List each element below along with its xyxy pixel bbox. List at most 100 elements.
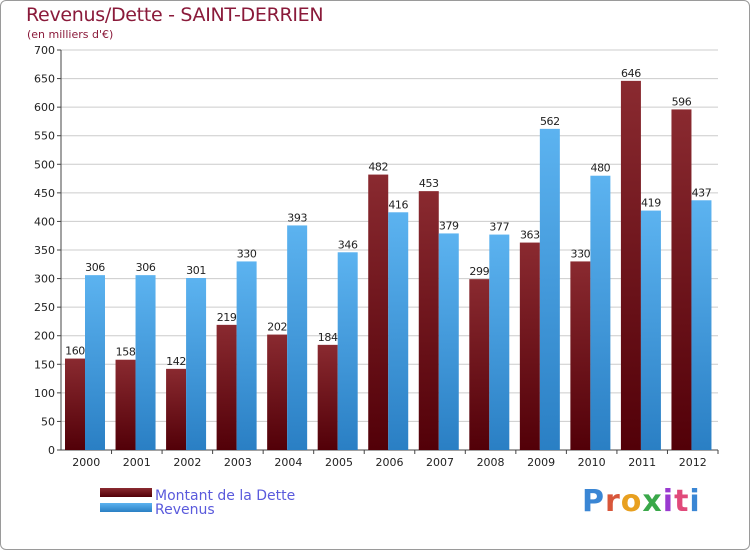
dette-value-label: 142: [166, 355, 186, 368]
revenus-value-label: 393: [287, 211, 307, 224]
x-tick-label: 2006: [376, 456, 404, 469]
x-tick-label: 2001: [123, 456, 151, 469]
revenus-bar: [287, 225, 308, 450]
revenus-bar: [388, 212, 409, 450]
revenus-value-label: 437: [692, 186, 712, 199]
revenus-value-label: 330: [237, 247, 257, 260]
revenus-value-label: 377: [489, 221, 509, 234]
revenus-bar: [135, 275, 156, 450]
dette-value-label: 219: [217, 311, 237, 324]
dette-bar: [166, 368, 187, 450]
revenus-bar: [337, 252, 358, 450]
revenus-value-label: 419: [641, 197, 661, 210]
logo-letter: t: [674, 484, 690, 519]
dette-value-label: 158: [116, 346, 136, 359]
proxiti-logo: Proxiti: [582, 484, 701, 519]
x-tick-label: 2004: [274, 456, 302, 469]
y-tick-label: 350: [34, 244, 55, 257]
y-tick-label: 0: [48, 444, 55, 457]
x-tick-label: 2011: [628, 456, 656, 469]
dette-bar: [519, 242, 540, 450]
revenus-bar: [539, 128, 560, 450]
revenus-value-label: 480: [590, 162, 610, 175]
bars: [65, 80, 712, 451]
logo-letter: x: [642, 484, 663, 519]
dette-value-label: 453: [419, 177, 439, 190]
y-tick-label: 250: [34, 301, 55, 314]
dette-bar: [368, 174, 389, 451]
y-axis-ticks: 0 50 100 150 200 250 300 350 400 450 500 550 600 650 7…: [34, 44, 62, 457]
dette-bar: [418, 191, 439, 450]
data-labels: 160 306 158 306 142 301 219 330 202 393 184 346 482 4…: [65, 67, 712, 368]
x-tick-label: 2002: [173, 456, 201, 469]
revenus-value-label: 379: [439, 219, 459, 232]
x-axis-ticks: 2000 2001 2002 2003 2004 2005 2006 2007 2008 2009…: [72, 450, 719, 469]
chart-subtitle: (en milliers d'€): [27, 28, 114, 41]
revenus-bar: [85, 275, 105, 450]
y-tick-label: 450: [34, 187, 55, 200]
legend-label-dette: Montant de la Dette: [155, 488, 295, 504]
dette-bar: [216, 324, 237, 450]
y-tick-label: 400: [34, 215, 55, 228]
dette-bar: [469, 279, 490, 450]
y-tick-label: 100: [34, 387, 55, 400]
revenus-value-label: 416: [388, 198, 408, 211]
dette-value-label: 596: [672, 95, 692, 108]
dette-value-label: 330: [570, 247, 590, 260]
revenus-bar: [640, 210, 661, 450]
legend-swatch-revenus: [100, 503, 152, 512]
y-tick-label: 650: [34, 73, 55, 86]
y-tick-label: 150: [34, 358, 55, 371]
dette-bar: [570, 261, 591, 450]
logo-letter: i: [689, 484, 701, 519]
dette-value-label: 363: [520, 229, 540, 242]
y-tick-label: 500: [34, 158, 55, 171]
dette-value-label: 482: [368, 161, 388, 174]
y-tick-label: 550: [34, 130, 55, 143]
x-tick-label: 2000: [72, 456, 100, 469]
logo-letter: P: [582, 484, 605, 519]
dette-value-label: 299: [469, 265, 489, 278]
chart-title: Revenus/Dette - SAINT-DERRIEN: [26, 4, 324, 26]
legend-label-revenus: Revenus: [155, 502, 215, 518]
dette-value-label: 184: [318, 331, 338, 344]
revenus-value-label: 562: [540, 115, 560, 128]
dette-value-label: 202: [267, 321, 287, 334]
dette-bar: [65, 358, 85, 450]
legend-swatch-dette: [100, 488, 152, 497]
dette-bar: [671, 109, 692, 450]
y-tick-label: 50: [41, 415, 55, 428]
dette-bar: [317, 344, 338, 450]
revenus-value-label: 346: [338, 238, 358, 251]
revenus-bar: [691, 200, 712, 450]
revenus-value-label: 301: [186, 264, 206, 277]
x-tick-label: 2012: [679, 456, 707, 469]
x-tick-label: 2003: [224, 456, 252, 469]
logo-letter: i: [662, 484, 675, 519]
dette-bar: [620, 80, 641, 450]
y-tick-label: 700: [34, 44, 55, 57]
revenus-bar: [236, 261, 257, 450]
dette-value-label: 160: [65, 345, 85, 358]
dette-bar: [115, 359, 136, 450]
dette-value-label: 646: [621, 67, 641, 80]
revenus-bar: [438, 233, 459, 450]
logo-letter: o: [620, 484, 643, 519]
revenus-bar: [489, 234, 510, 450]
y-tick-label: 300: [34, 273, 55, 286]
x-tick-label: 2007: [426, 456, 454, 469]
y-tick-label: 600: [34, 101, 55, 114]
revenus-bar: [590, 175, 611, 450]
dette-bar: [267, 334, 288, 450]
x-tick-label: 2009: [527, 456, 555, 469]
revenus-value-label: 306: [85, 261, 105, 274]
x-tick-label: 2008: [477, 456, 505, 469]
revenus-value-label: 306: [136, 261, 156, 274]
x-tick-label: 2005: [325, 456, 353, 469]
y-tick-label: 200: [34, 330, 55, 343]
logo-letter: r: [605, 484, 621, 519]
x-tick-label: 2010: [578, 456, 606, 469]
revenus-bar: [186, 278, 207, 450]
legend: Montant de la Dette Revenus: [100, 488, 295, 518]
